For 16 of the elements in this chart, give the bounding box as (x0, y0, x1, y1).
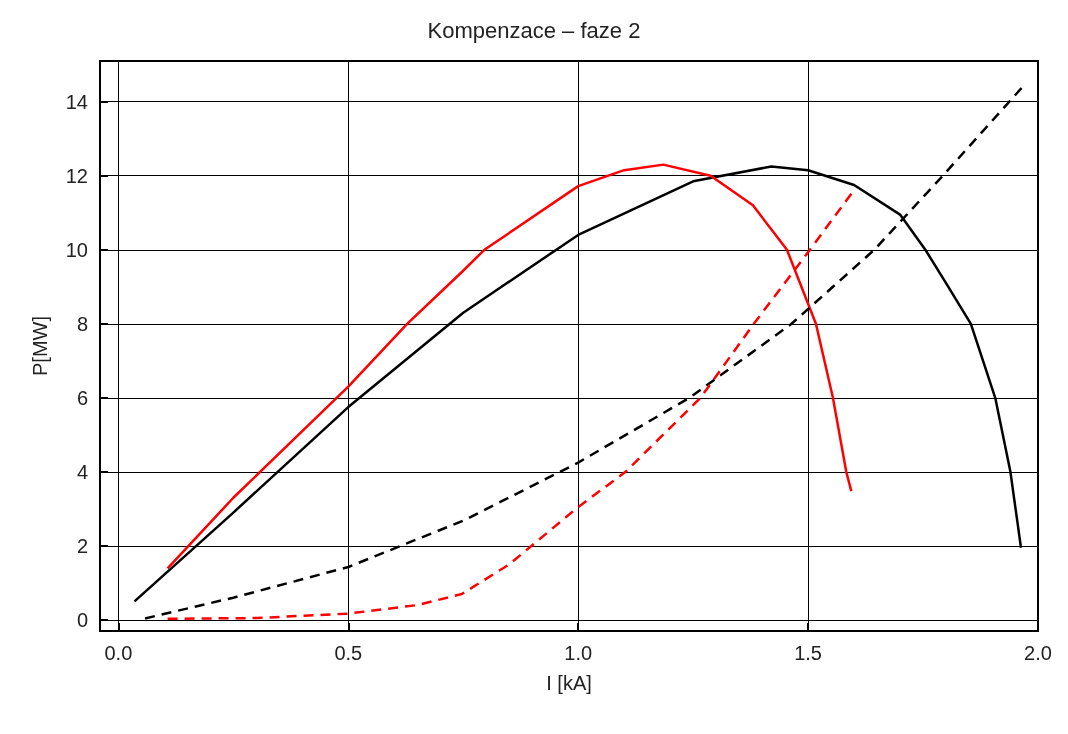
x-tick-label: 1.5 (794, 642, 822, 664)
x-tick-label: 0.0 (104, 642, 133, 664)
y-tick-label: 0 (76, 608, 88, 631)
x-axis-title: I [kA] (546, 672, 592, 694)
y-tick-label: 6 (76, 386, 88, 409)
y-tick-label: 14 (65, 90, 88, 113)
y-axis-title: P[MW] (29, 316, 51, 376)
x-tick-label: 2.0 (1024, 642, 1052, 664)
chart-title: Kompenzace – faze 2 (427, 17, 641, 43)
y-tick-label: 8 (76, 312, 88, 335)
y-tick-label: 4 (76, 460, 88, 483)
y-tick-label: 12 (65, 164, 88, 187)
y-tick-label: 10 (65, 238, 88, 261)
x-tick-label: 0.5 (334, 642, 363, 664)
x-tick-label: 1.0 (564, 642, 593, 664)
y-tick-label: 2 (76, 534, 88, 557)
